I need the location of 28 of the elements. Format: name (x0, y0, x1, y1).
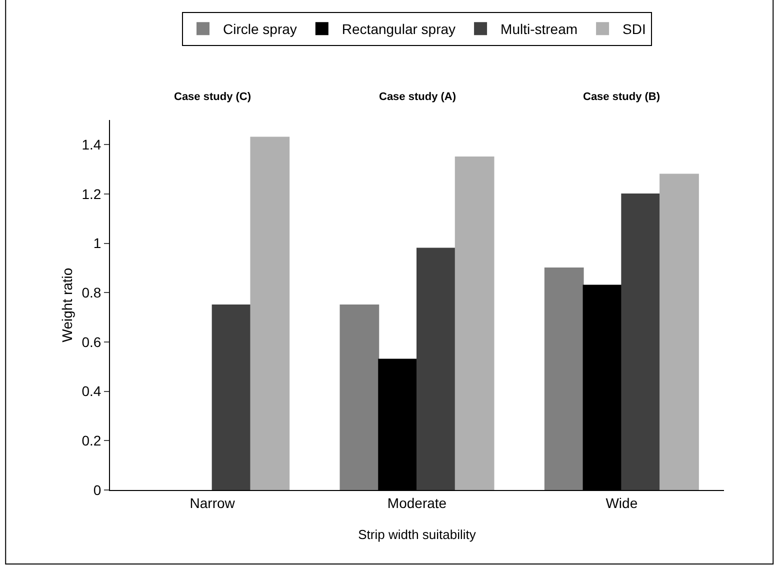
text: Case study (A) (379, 91, 456, 103)
x-axis-title: Strip width suitability (358, 527, 476, 542)
x-tick-label: Moderate (387, 494, 447, 511)
y-tick-label: 0 (93, 482, 102, 498)
legend-label: Multi-stream (500, 21, 578, 38)
legend-label: SDI (622, 21, 646, 38)
text: Case study (C) (174, 91, 252, 103)
y-tick-label: 1 (93, 235, 102, 252)
y-tick-label: 0.8 (82, 284, 102, 301)
y-tick-label: 0.4 (82, 383, 102, 400)
bar (660, 174, 699, 490)
text: Case study (B) (583, 91, 660, 103)
y-axis-title: Weight ratio (59, 268, 75, 342)
x-tick-label: Wide (606, 494, 638, 511)
bar (454, 156, 494, 490)
x-tick-label: Narrow (190, 494, 236, 511)
bar (621, 194, 661, 490)
y-tick-label: 0.6 (82, 334, 102, 350)
bar (250, 136, 290, 490)
bar (416, 248, 456, 490)
y-tick-label: 1.4 (82, 136, 102, 153)
legend-label: Rectangular spray (342, 21, 456, 38)
bar (340, 304, 380, 490)
bar (212, 304, 252, 490)
bar (544, 268, 584, 490)
y-tick-label: 0.2 (82, 432, 102, 449)
y-tick-label: 1.2 (82, 186, 102, 202)
legend-label: Circle spray (223, 21, 297, 38)
